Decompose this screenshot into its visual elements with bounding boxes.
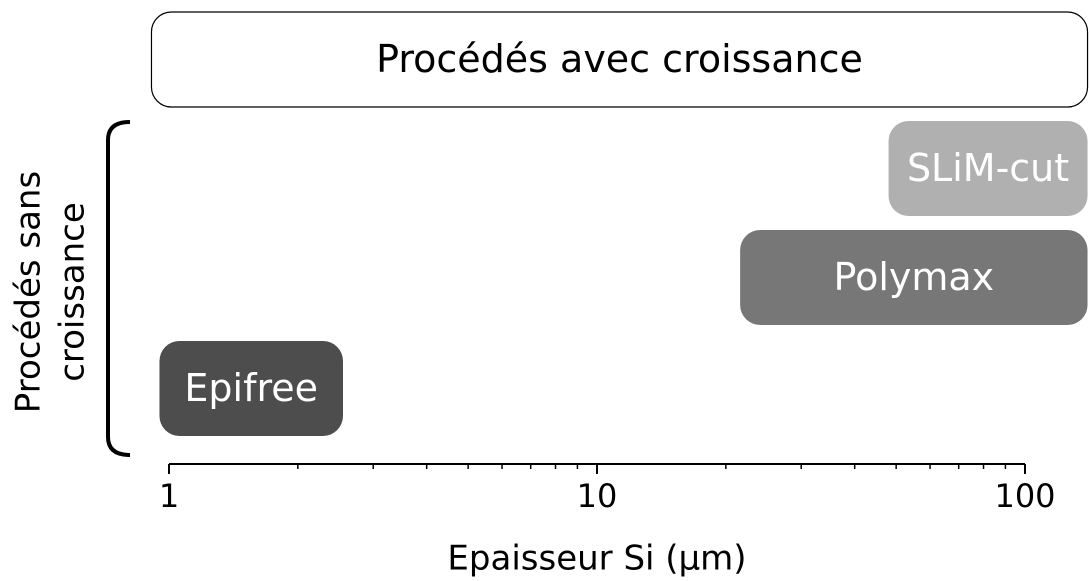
bar-label: Procédés avec croissance [376,37,863,81]
x-tick-label: 10 [577,477,618,515]
bracket [106,120,131,457]
range-bar [740,230,1088,325]
range-bar [159,341,343,436]
x-tick-label: 100 [994,477,1055,515]
bar-label: Polymax [834,255,995,299]
range-bar [150,11,1089,108]
y-label: croissance [53,202,93,382]
range-bar [888,121,1088,216]
x-tick-label: 1 [159,477,179,515]
y-label: Procédés sans [9,171,49,413]
bar-label: SLiM-cut [907,146,1069,190]
x-label: Epaisseur Si (µm) [447,539,746,579]
bar-label: Epifree [184,366,318,410]
